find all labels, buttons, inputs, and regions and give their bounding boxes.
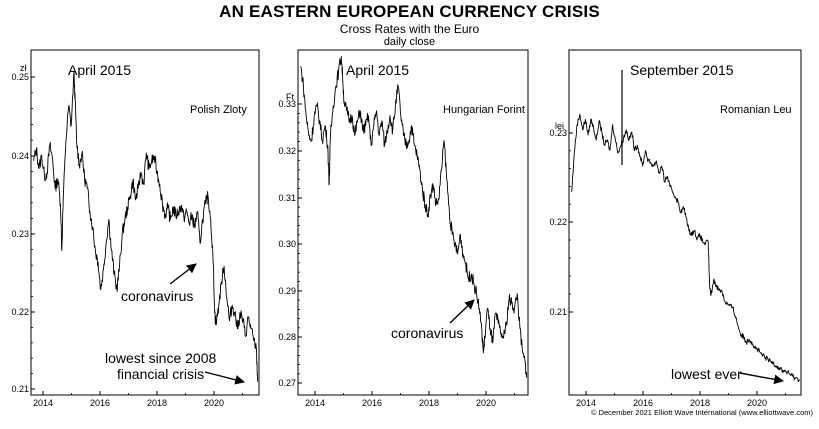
panel1-annotation: coronavirus [121, 288, 193, 304]
panel3-ytick-label: 0.22 [549, 217, 567, 227]
panel1-ytick-label: 0.22 [11, 307, 29, 317]
panel3-xtick-label: 2020 [747, 398, 767, 408]
panel3-annotation: September 2015 [630, 62, 734, 78]
panel1-ytick-label: 0.25 [11, 72, 29, 82]
panel2-annotation: April 2015 [346, 62, 409, 78]
panel3-annotation-arrow [739, 372, 784, 385]
panel2-frame [297, 49, 529, 396]
panel3-frame [568, 49, 802, 396]
panel1-annotation: April 2015 [68, 62, 131, 78]
panel1-xtick-label: 2020 [204, 398, 224, 408]
panel2-xtick-label: 2014 [305, 398, 325, 408]
panel1-ytick-label: 0.24 [11, 151, 29, 161]
panel3-xtick-label: 2016 [633, 398, 653, 408]
panel3-xtick-label: 2018 [690, 398, 710, 408]
panel1-xtick-label: 2014 [33, 398, 53, 408]
panel1-ytick-label: 0.21 [11, 384, 29, 394]
panel3-ytick-label: 0.23 [549, 128, 567, 138]
panel1-series-line [33, 71, 259, 382]
panel2-ytick-label: 0.27 [278, 378, 296, 388]
panel3-xtick-label: 2014 [576, 398, 596, 408]
copyright-note: © December 2021 Elliott Wave Internation… [590, 408, 813, 417]
panel1-xtick-label: 2018 [147, 398, 167, 408]
panel1-xtick-label: 2016 [90, 398, 110, 408]
panel2-ytick-label: 0.31 [278, 193, 296, 203]
panel2-ytick-label: 0.28 [278, 332, 296, 342]
panel1-annotation-arrow [204, 371, 245, 385]
panel1-y-unit: zł [20, 63, 27, 73]
panel2-xtick-label: 2018 [419, 398, 439, 408]
panel1-series-label: Polish Zloty [190, 104, 247, 116]
panel3-series-label: Romanian Leu [720, 104, 792, 116]
panel1-annotation-arrow [169, 263, 197, 285]
panel3-annotation: lowest ever [671, 366, 742, 382]
panel2-ytick-label: 0.30 [278, 239, 296, 249]
chart-title: AN EASTERN EUROPEAN CURRENCY CRISIS [219, 2, 600, 21]
panel1-ytick-label: 0.23 [11, 229, 29, 239]
panel2-series-line [300, 55, 528, 378]
panel2-ytick-label: 0.33 [278, 99, 296, 109]
panel2-ytick-label: 0.29 [278, 286, 296, 296]
panel1-frame [30, 49, 260, 396]
panel1-annotation: lowest since 2008 [105, 350, 217, 366]
panel2-annotation: coronavirus [391, 325, 463, 341]
panel2-annotation-arrow [449, 299, 475, 324]
panel3-y-unit: lei [555, 121, 564, 131]
panel3-series-line [571, 113, 801, 383]
panel2-series-label: Hungarian Forint [443, 104, 525, 116]
panel1-annotation: financial crisis [117, 366, 204, 382]
panel2-y-unit: Ft [286, 92, 294, 102]
panel2-xtick-label: 2020 [476, 398, 496, 408]
chart-subtitle: Cross Rates with the Euro [339, 22, 480, 36]
chart-subtitle-2: daily close [383, 36, 436, 48]
panel3-ytick-label: 0.21 [549, 307, 567, 317]
panel2-ytick-label: 0.32 [278, 146, 296, 156]
panel2-xtick-label: 2016 [362, 398, 382, 408]
